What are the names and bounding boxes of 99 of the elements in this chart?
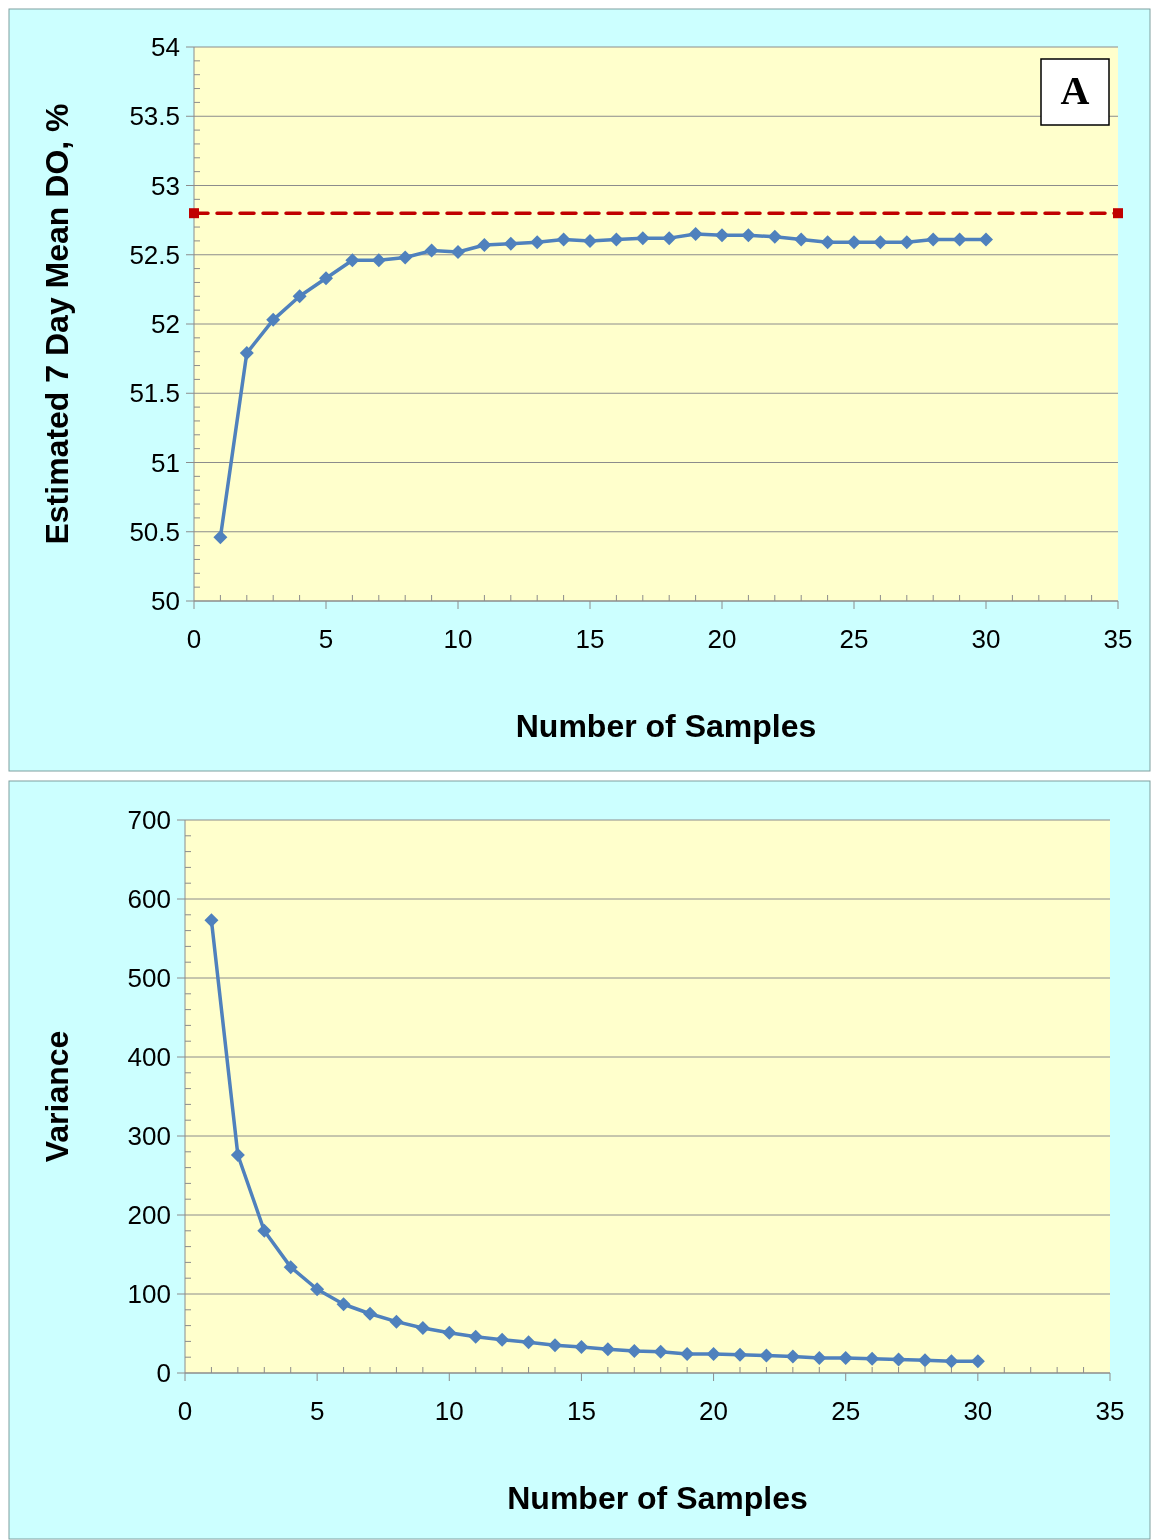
point (371, 253, 386, 268)
point (239, 346, 254, 361)
y-tick-label: 200 (127, 1200, 171, 1231)
point (653, 1344, 668, 1359)
point (785, 1349, 800, 1364)
point (794, 232, 809, 247)
point (363, 1306, 377, 1321)
point (389, 1314, 404, 1329)
point (336, 1297, 351, 1312)
point (767, 229, 782, 244)
point (521, 1335, 536, 1350)
y-tick-label: 50.5 (129, 516, 180, 547)
y-tick-label: 53 (151, 170, 180, 201)
y-tick-label: 52 (151, 309, 180, 340)
point (706, 1347, 721, 1362)
x-tick-label: 35 (1095, 1396, 1125, 1426)
y-tick-label: 100 (127, 1279, 171, 1310)
point (970, 1354, 985, 1369)
x-tick-label: 15 (575, 624, 605, 654)
point (398, 250, 413, 265)
point (979, 232, 993, 247)
y-axis-title: Variance (39, 1030, 75, 1163)
point (609, 232, 624, 247)
y-tick-label: 300 (127, 1121, 171, 1152)
point (530, 235, 545, 250)
point (820, 235, 835, 250)
point (583, 233, 597, 248)
point (680, 1347, 695, 1362)
x-tick-label: 25 (839, 624, 869, 654)
x-axis-title: Number of Samples (515, 708, 817, 744)
x-tick-label: 30 (963, 1396, 993, 1426)
point (495, 1332, 510, 1347)
point (266, 312, 281, 327)
x-tick-label: 0 (186, 624, 202, 654)
point (812, 1350, 827, 1365)
point (477, 238, 492, 253)
point (952, 232, 967, 247)
point (213, 530, 228, 545)
y-tick-label: 50 (151, 586, 180, 617)
y-tick-label: 500 (127, 963, 171, 994)
point (230, 1147, 245, 1162)
x-tick-label: 20 (707, 624, 737, 654)
point (662, 231, 677, 246)
point (891, 1352, 906, 1367)
point (415, 1320, 430, 1335)
point (733, 1347, 747, 1362)
point (257, 1223, 272, 1238)
y-tick-label: 51 (151, 447, 180, 478)
point (189, 208, 199, 219)
point (838, 1350, 853, 1365)
y-tick-label: 54 (151, 32, 180, 63)
point (715, 228, 729, 243)
y-axis-title: Estimated 7 Day Mean DO, % (39, 103, 75, 545)
point (688, 226, 703, 241)
y-tick-label: 600 (127, 884, 171, 915)
point (345, 253, 360, 268)
point (847, 235, 861, 250)
point (574, 1339, 589, 1354)
point (873, 235, 888, 250)
y-tick-label: 51.5 (129, 378, 180, 409)
point (319, 271, 333, 286)
point (310, 1282, 325, 1297)
y-tick-label: 700 (127, 805, 171, 836)
x-tick-label: 35 (1103, 624, 1133, 654)
point (635, 231, 650, 246)
x-tick-label: 20 (699, 1396, 729, 1426)
x-tick-label: 25 (831, 1396, 861, 1426)
x-tick-label: 5 (318, 624, 334, 654)
y-tick-label: 53.5 (129, 101, 180, 132)
x-tick-label: 10 (443, 624, 473, 654)
x-tick-label: 30 (971, 624, 1001, 654)
x-tick-label: 15 (566, 1396, 596, 1426)
point (600, 1342, 615, 1357)
point (503, 236, 518, 251)
x-axis-title: Number of Samples (507, 1480, 808, 1516)
point (1113, 208, 1123, 219)
point (204, 913, 219, 928)
x-tick-label: 5 (309, 1396, 325, 1426)
point (865, 1351, 880, 1366)
point (944, 1354, 959, 1369)
point (627, 1343, 642, 1358)
x-tick-label: 10 (434, 1396, 464, 1426)
y-tick-label: 400 (127, 1042, 171, 1073)
point (556, 232, 571, 247)
point (759, 1348, 774, 1363)
point (468, 1329, 483, 1344)
point (424, 243, 439, 258)
point (926, 232, 941, 247)
point (451, 244, 465, 259)
point (442, 1325, 457, 1340)
point (548, 1338, 562, 1353)
y-tick-label: 52.5 (129, 239, 180, 270)
point (918, 1353, 932, 1368)
point (741, 228, 756, 243)
point (292, 289, 307, 304)
point (283, 1260, 298, 1275)
point (899, 235, 914, 250)
annotation: A (1060, 68, 1090, 113)
y-tick-label: 0 (156, 1358, 171, 1389)
